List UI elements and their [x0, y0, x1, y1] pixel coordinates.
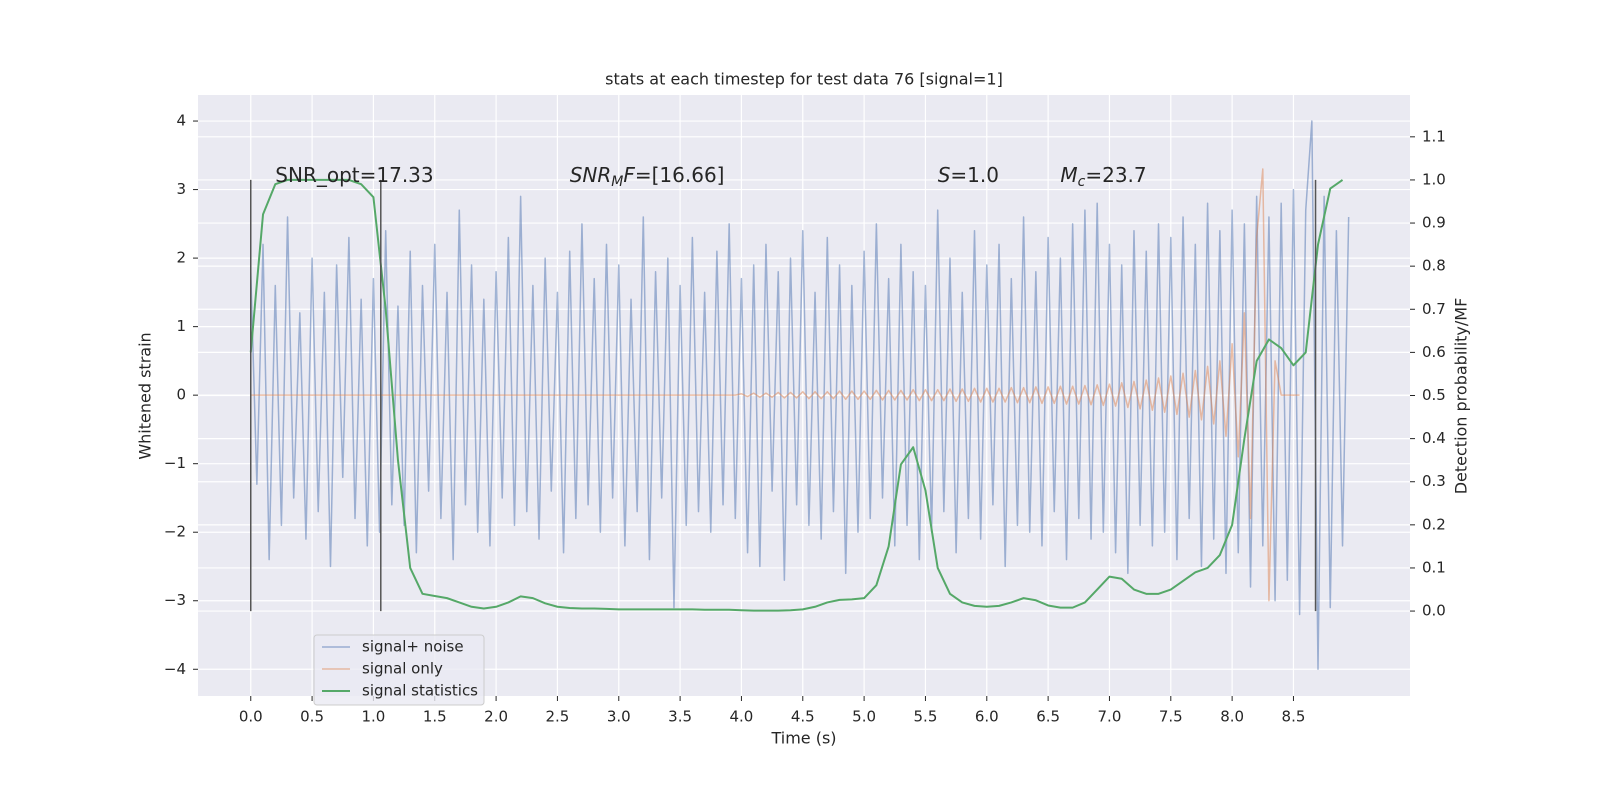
x-tick-label: 0.0	[239, 708, 263, 726]
y2-tick-label: 0.3	[1422, 472, 1446, 490]
chart-title: stats at each timestep for test data 76 …	[605, 70, 1003, 89]
annotation-part: =23.7	[1085, 162, 1146, 186]
y2-tick-label: 0.2	[1422, 515, 1446, 533]
x-tick-label: 5.0	[852, 708, 876, 726]
x-tick-label: 3.0	[607, 708, 631, 726]
y2-tick-label: 0.6	[1422, 343, 1446, 361]
x-tick-label: 7.0	[1098, 708, 1122, 726]
x-tick-label: 1.0	[361, 708, 385, 726]
y2-tick-label: 0.4	[1422, 429, 1446, 447]
series-line	[249, 178, 1344, 612]
y2-tick-label: 1.0	[1422, 170, 1446, 188]
legend-label: signal only	[362, 660, 443, 678]
y-tick-label: 3	[176, 180, 186, 198]
y2-tick-label: 1.1	[1422, 127, 1446, 145]
annotation: SNR_opt=17.33	[275, 162, 433, 186]
x-tick-label: 8.0	[1220, 708, 1244, 726]
x-tick-label: 7.5	[1159, 708, 1183, 726]
y-tick-label: 1	[176, 317, 186, 335]
legend-box	[313, 634, 485, 706]
y2-tick-label: 0.5	[1422, 386, 1446, 404]
y-tick-label: 2	[176, 249, 186, 267]
x-tick-label: 5.5	[914, 708, 938, 726]
x-tick-label: 2.0	[484, 708, 508, 726]
x-tick-label: 4.0	[730, 708, 754, 726]
series-line	[250, 168, 1300, 602]
y-tick-label: 0	[176, 386, 186, 404]
y-tick-label: −4	[164, 660, 186, 678]
x-tick-label: 0.5	[300, 708, 324, 726]
x-axis-label: Time (s)	[770, 729, 836, 748]
legend: signal+ noise signal only signal statistic…	[313, 634, 485, 706]
annotation: S=1.0	[938, 162, 999, 186]
y2-axis-label: Detection probability/MF	[1452, 298, 1471, 495]
annotation-part: c	[1078, 174, 1086, 190]
annotation: Mc=23.7	[1060, 162, 1146, 190]
y2-tick-label: 0.0	[1422, 602, 1446, 620]
annotation-part: SNR	[570, 162, 612, 186]
y2-tick-label: 0.7	[1422, 300, 1446, 318]
x-tick-label: 8.5	[1282, 708, 1306, 726]
x-tick-label: 1.5	[423, 708, 447, 726]
annotation: SNRMF=[16.66]	[570, 162, 725, 190]
annotation-part: =[16.66]	[635, 162, 725, 186]
y-tick-label: 4	[176, 112, 186, 130]
annotation-part: M	[611, 174, 623, 190]
x-tick-label: 4.5	[791, 708, 815, 726]
y-axis-label: Whitened strain	[136, 332, 155, 459]
series-line	[250, 120, 1350, 671]
y-tick-label: −1	[164, 454, 186, 472]
annotation-part: SNR_opt=17.33	[275, 162, 433, 186]
annotation-part: F	[623, 162, 635, 186]
y2-tick-label: 0.9	[1422, 214, 1446, 232]
y2-tick-label: 0.1	[1422, 558, 1446, 576]
legend-label: signal statistics	[362, 682, 478, 700]
y-tick-label: −2	[164, 523, 186, 541]
x-tick-label: 2.5	[545, 708, 569, 726]
annotation-part: S	[938, 162, 951, 186]
x-tick-label: 6.0	[975, 708, 999, 726]
legend-label: signal+ noise	[362, 638, 464, 656]
y-tick-label: −3	[164, 591, 186, 609]
annotation-part: M	[1060, 162, 1077, 186]
annotation-part: =1.0	[950, 162, 999, 186]
x-tick-label: 6.5	[1036, 708, 1060, 726]
x-tick-label: 3.5	[668, 708, 692, 726]
y2-tick-label: 0.8	[1422, 257, 1446, 275]
